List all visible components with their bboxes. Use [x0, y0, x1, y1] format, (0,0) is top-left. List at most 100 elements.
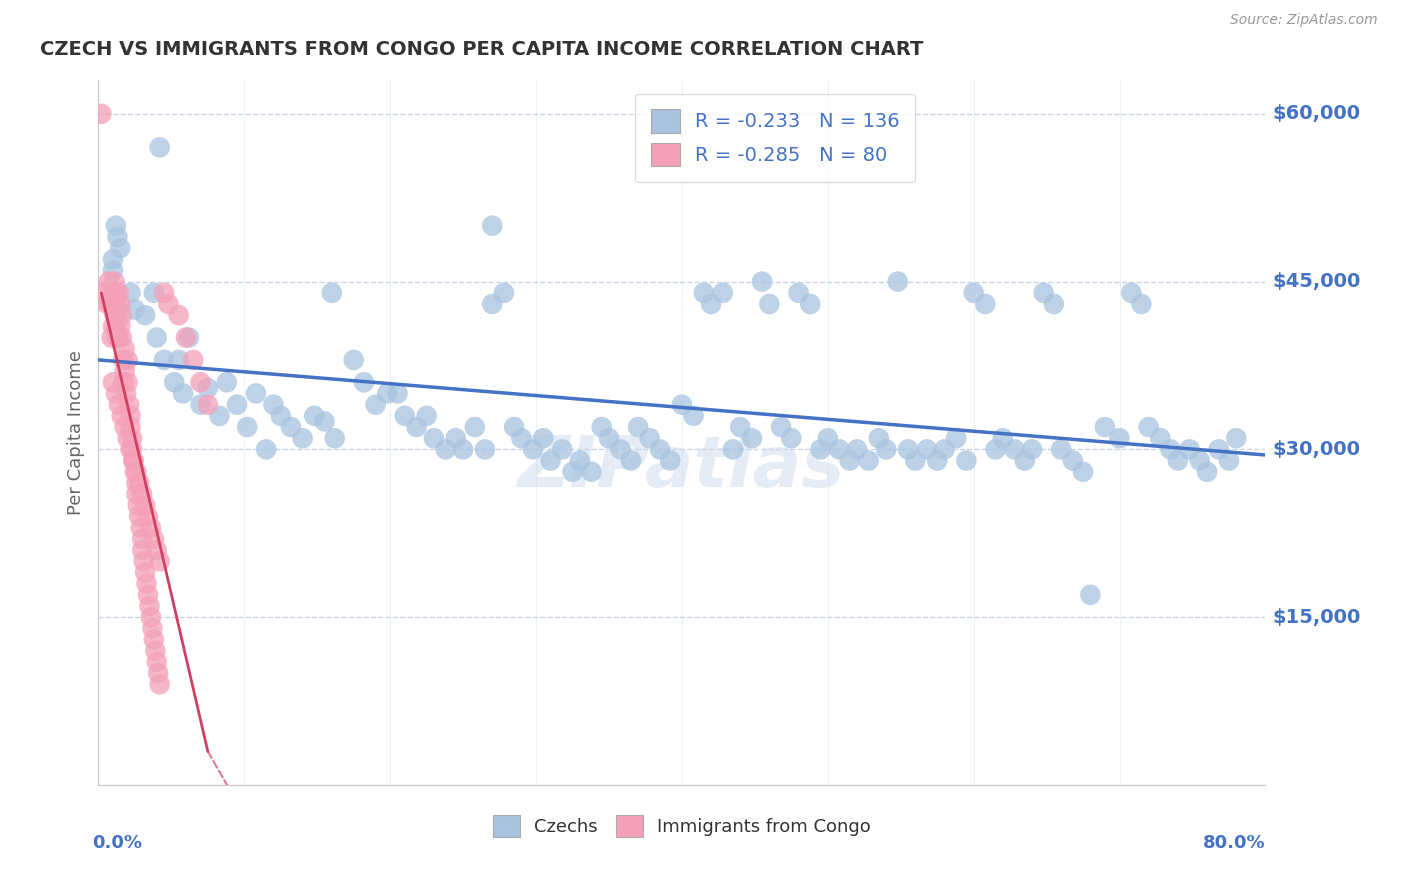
Point	[780, 431, 803, 445]
Point	[142, 532, 165, 546]
Point	[1071, 465, 1094, 479]
Point	[153, 285, 176, 300]
Point	[254, 442, 277, 457]
Point	[146, 543, 169, 558]
Point	[591, 420, 613, 434]
Point	[121, 442, 143, 457]
Point	[730, 420, 752, 434]
Point	[101, 319, 124, 334]
Point	[122, 453, 145, 467]
Point	[108, 285, 131, 300]
Point	[190, 376, 212, 390]
Point	[142, 285, 165, 300]
Point	[103, 308, 125, 322]
Point	[124, 465, 146, 479]
Point	[711, 285, 734, 300]
Point	[146, 655, 169, 669]
Point	[138, 599, 160, 613]
Point	[343, 352, 366, 367]
Point	[1004, 442, 1026, 457]
Point	[112, 376, 135, 390]
Point	[105, 230, 128, 244]
Point	[770, 420, 793, 434]
Point	[190, 398, 212, 412]
Point	[671, 398, 693, 412]
Point	[120, 409, 142, 423]
Point	[915, 442, 938, 457]
Point	[291, 431, 314, 445]
Point	[810, 442, 832, 457]
Point	[142, 632, 165, 647]
Point	[945, 431, 967, 445]
Point	[120, 285, 142, 300]
Point	[375, 386, 398, 401]
Text: 0.0%: 0.0%	[93, 834, 142, 852]
Point	[1225, 431, 1247, 445]
Point	[101, 376, 124, 390]
Text: $60,000: $60,000	[1272, 104, 1361, 123]
Point	[104, 297, 127, 311]
Point	[120, 442, 142, 457]
Point	[143, 644, 166, 658]
Point	[121, 431, 143, 445]
Point	[904, 453, 927, 467]
Text: Source: ZipAtlas.com: Source: ZipAtlas.com	[1230, 13, 1378, 28]
Point	[1167, 453, 1189, 467]
Point	[531, 431, 554, 445]
Text: $45,000: $45,000	[1272, 272, 1361, 291]
Point	[280, 420, 302, 434]
Point	[721, 442, 744, 457]
Point	[568, 453, 591, 467]
Point	[887, 275, 910, 289]
Point	[108, 398, 131, 412]
Point	[125, 475, 148, 490]
Point	[481, 297, 503, 311]
Point	[1021, 442, 1043, 457]
Point	[858, 453, 880, 467]
Point	[540, 453, 562, 467]
Point	[125, 487, 148, 501]
Point	[157, 297, 180, 311]
Point	[120, 420, 142, 434]
Point	[100, 330, 122, 344]
Point	[474, 442, 496, 457]
Point	[270, 409, 292, 423]
Point	[415, 409, 437, 423]
Point	[492, 285, 515, 300]
Point	[149, 554, 172, 568]
Point	[172, 386, 194, 401]
Point	[394, 409, 416, 423]
Point	[405, 420, 427, 434]
Point	[131, 487, 153, 501]
Point	[751, 275, 773, 289]
Point	[304, 409, 326, 423]
Point	[110, 319, 132, 334]
Point	[846, 442, 869, 457]
Point	[1188, 453, 1211, 467]
Point	[787, 285, 810, 300]
Point	[875, 442, 897, 457]
Point	[364, 398, 387, 412]
Point	[551, 442, 574, 457]
Point	[125, 465, 148, 479]
Point	[149, 140, 172, 154]
Point	[131, 532, 153, 546]
Point	[101, 263, 124, 277]
Point	[897, 442, 920, 457]
Point	[741, 431, 763, 445]
Point	[510, 431, 533, 445]
Point	[215, 376, 238, 390]
Point	[434, 442, 457, 457]
Point	[609, 442, 631, 457]
Y-axis label: Per Capita Income: Per Capita Income	[66, 351, 84, 515]
Point	[1050, 442, 1073, 457]
Point	[124, 302, 146, 317]
Point	[444, 431, 467, 445]
Point	[323, 431, 346, 445]
Point	[136, 509, 159, 524]
Point	[134, 566, 156, 580]
Point	[481, 219, 503, 233]
Point	[105, 330, 128, 344]
Point	[1149, 431, 1171, 445]
Point	[174, 330, 197, 344]
